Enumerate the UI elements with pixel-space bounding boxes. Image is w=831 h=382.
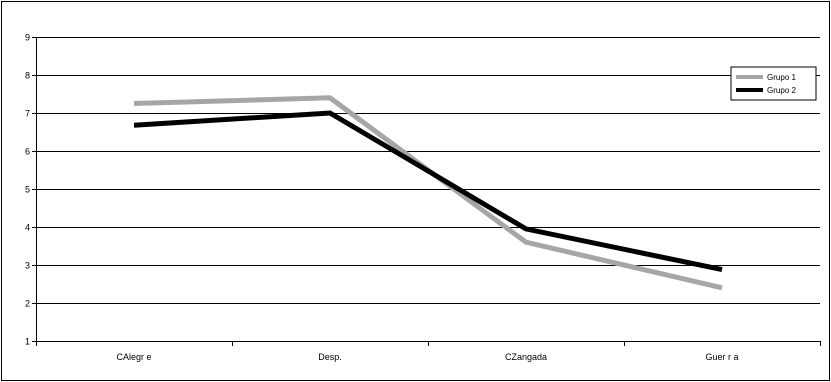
legend-label-grupo-2: Grupo 2 <box>767 86 796 95</box>
series-line-grupo-2 <box>133 110 723 273</box>
legend: Grupo 1 Grupo 2 <box>730 66 817 101</box>
y-tick-label: 5 <box>25 185 30 195</box>
x-tick-label: Guer r a <box>705 352 738 362</box>
y-tick-label: 9 <box>25 33 30 43</box>
y-tick-label: 6 <box>25 147 30 157</box>
x-tick-label: CAlegr e <box>116 352 151 362</box>
y-tick-label: 8 <box>25 71 30 81</box>
x-tick-label: Desp. <box>318 352 342 362</box>
legend-label-grupo-1: Grupo 1 <box>767 73 796 82</box>
y-tick-label: 4 <box>25 223 30 233</box>
y-tick-label: 7 <box>25 109 30 119</box>
y-tick-label: 1 <box>25 337 30 347</box>
x-tick-label: CZangada <box>505 352 547 362</box>
series-line-grupo-1 <box>133 95 723 291</box>
grid-lines <box>36 37 820 304</box>
series-lines <box>133 95 723 291</box>
x-axis-ticks: CAlegr e Desp. CZangada Guer r a <box>36 341 821 362</box>
y-tick-label: 2 <box>25 299 30 309</box>
y-tick-label: 3 <box>25 261 30 271</box>
legend-box <box>730 66 817 101</box>
y-axis-ticks: 1 2 3 4 5 6 7 8 9 <box>25 33 36 347</box>
